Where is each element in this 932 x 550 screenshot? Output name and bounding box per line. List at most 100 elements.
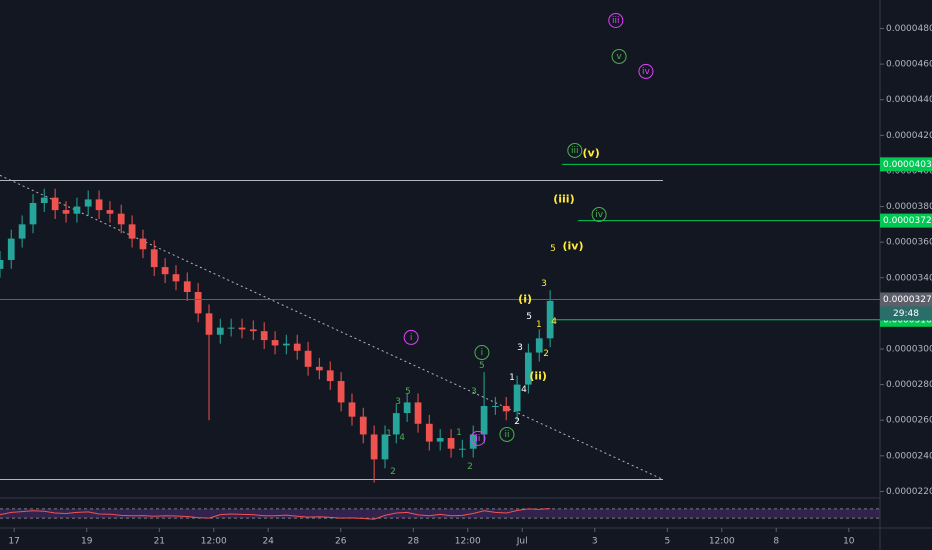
candle-body	[469, 434, 477, 449]
candle-body	[18, 224, 26, 239]
wave-label: 3	[517, 343, 523, 353]
wave-label: (ii)	[529, 369, 547, 382]
wave-circle	[567, 142, 583, 158]
candle-body	[359, 416, 367, 435]
candle-body	[337, 381, 345, 403]
wave-label: 4	[551, 317, 557, 327]
wave-label: 1	[386, 429, 392, 439]
wave-circle	[638, 63, 654, 79]
candle-body	[436, 438, 444, 442]
wave-label: 2	[390, 467, 396, 477]
price-label: 0.00003278	[883, 295, 932, 305]
candle-body	[227, 327, 235, 329]
candle-body	[282, 343, 290, 346]
wave-label: 1	[456, 428, 462, 438]
candle-body	[370, 434, 378, 460]
wave-label: i	[410, 333, 413, 343]
wave-label: 5	[526, 312, 532, 322]
wave-circle	[608, 12, 624, 28]
wave-label: iv	[595, 210, 604, 220]
wave-label: iii	[571, 146, 579, 156]
candle-body	[205, 313, 213, 335]
price-label-bg	[880, 292, 932, 307]
candle-body	[348, 402, 356, 417]
wave-label: 4	[521, 385, 527, 395]
wave-circle	[474, 345, 490, 361]
wave-label: 2	[514, 417, 520, 427]
candle-body	[392, 413, 400, 435]
wave-label: (v)	[583, 146, 600, 159]
wave-label: (i)	[518, 292, 532, 305]
x-tick-label: 26	[335, 537, 347, 547]
candle-body	[491, 405, 499, 407]
wave-label: 2	[467, 462, 473, 472]
candle-body	[51, 197, 59, 211]
candle-body	[458, 448, 466, 450]
x-tick-label: 3	[592, 537, 598, 547]
candle-body	[447, 438, 455, 449]
x-tick-label: 19	[81, 537, 93, 547]
candle-body	[128, 224, 136, 239]
candle-body	[414, 402, 422, 424]
candle-body	[480, 405, 488, 435]
wave-label: 2	[543, 349, 549, 359]
wave-label: (iii)	[553, 192, 574, 205]
candle-body	[381, 434, 389, 460]
indicator-band	[0, 508, 880, 519]
candle-body	[84, 199, 92, 207]
x-tick-label: 10	[843, 537, 855, 547]
wave-label: i	[481, 348, 484, 358]
x-tick-label: 8	[773, 537, 779, 547]
x-tick-label: 12:00	[201, 537, 227, 547]
candle-body	[502, 405, 510, 412]
price-label-bg	[880, 157, 932, 172]
candle-body	[139, 238, 147, 250]
candle-body	[150, 249, 158, 268]
candle-body	[425, 423, 433, 442]
candle-body	[403, 402, 411, 414]
wave-label: 1	[509, 373, 515, 383]
wave-label: 4	[399, 433, 405, 443]
wave-circle	[470, 430, 486, 446]
candle-body	[29, 202, 37, 225]
price-label: 0.00003721	[883, 216, 932, 226]
candle-body	[249, 329, 257, 332]
candle-body	[73, 206, 81, 214]
x-tick-label: Jul	[516, 537, 528, 547]
candle-body	[117, 213, 125, 225]
wave-circle	[499, 426, 515, 442]
wave-label: 3	[471, 387, 477, 397]
wave-label: iv	[642, 67, 651, 77]
candle-body	[304, 350, 312, 367]
candle-body	[172, 274, 180, 282]
price-label: 0.00004037	[883, 160, 932, 170]
indicator-line	[0, 507, 551, 520]
candle-body	[62, 210, 70, 214]
x-tick-label: 12:00	[455, 537, 481, 547]
x-tick-label: 24	[262, 537, 274, 547]
price-label-bg	[880, 213, 932, 228]
wave-label: 5	[550, 244, 556, 254]
candle-body	[216, 327, 224, 335]
candle-body	[95, 199, 103, 211]
candle-body	[524, 352, 532, 385]
candle-body	[271, 340, 279, 346]
candle-body	[513, 384, 521, 412]
candle-body	[535, 338, 543, 353]
candle-body	[326, 370, 334, 382]
wave-label: v	[616, 52, 622, 62]
candle-body	[194, 292, 202, 314]
wave-circle	[403, 329, 419, 345]
wave-label: 5	[405, 387, 411, 397]
wave-circle	[611, 48, 627, 64]
